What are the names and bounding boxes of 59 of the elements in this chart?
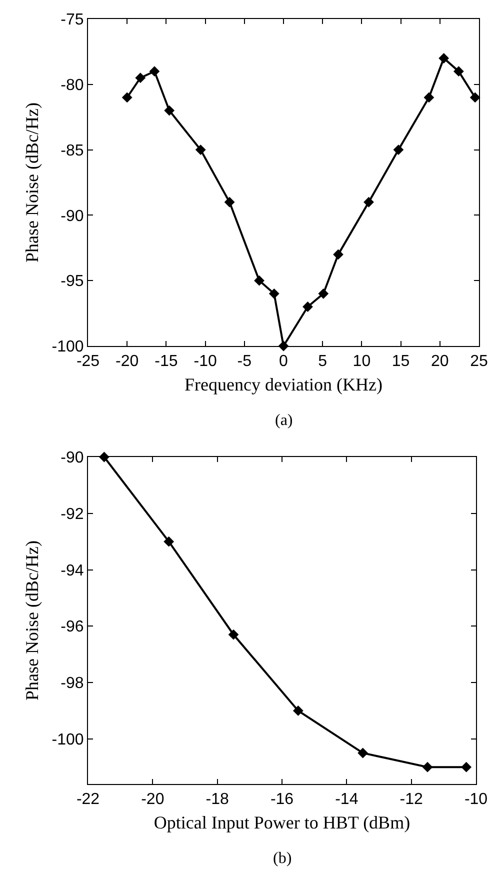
x-tick-label: -15 bbox=[154, 353, 178, 370]
point bbox=[122, 92, 132, 103]
y-axis-title: Phase Noise (dBc/Hz) bbox=[22, 540, 42, 700]
point bbox=[461, 762, 472, 772]
x-tick-label: 10 bbox=[352, 353, 371, 370]
point bbox=[333, 249, 344, 260]
x-tick-label: -5 bbox=[237, 353, 252, 370]
y-tick-label: -80 bbox=[60, 77, 84, 94]
x-tick-label: -10 bbox=[194, 353, 217, 370]
x-tick-label: -20 bbox=[141, 791, 164, 808]
x-tick-label: -22 bbox=[76, 791, 100, 808]
y-tick-label: -98 bbox=[60, 675, 84, 692]
point bbox=[254, 275, 264, 286]
x-tick-label: -12 bbox=[400, 791, 423, 808]
y-tick-label: -75 bbox=[60, 12, 84, 29]
x-axis-title: Optical Input Power to HBT (dBm) bbox=[154, 812, 410, 832]
y-tick-label: -96 bbox=[60, 618, 84, 636]
point bbox=[318, 288, 329, 299]
point bbox=[164, 536, 174, 547]
point bbox=[470, 92, 480, 103]
point bbox=[292, 706, 304, 716]
point bbox=[268, 288, 280, 299]
y-tick-label: -90 bbox=[60, 450, 84, 467]
point bbox=[453, 66, 464, 77]
x-tick-label: 15 bbox=[392, 353, 410, 370]
point bbox=[424, 92, 434, 103]
x-tick-label: -18 bbox=[206, 791, 229, 808]
point bbox=[422, 762, 433, 772]
point bbox=[135, 72, 146, 84]
text: (b) bbox=[273, 850, 292, 867]
y-axis-title: Phase Noise (dBc/Hz) bbox=[22, 102, 42, 262]
point bbox=[228, 629, 239, 640]
point bbox=[149, 66, 160, 77]
text: (a) bbox=[275, 412, 293, 429]
x-tick-label: 20 bbox=[431, 353, 449, 370]
point bbox=[302, 302, 313, 312]
x-tick-label: 5 bbox=[318, 353, 328, 370]
point bbox=[438, 53, 450, 64]
x-tick-label: -14 bbox=[335, 791, 358, 808]
point bbox=[195, 144, 206, 155]
point bbox=[393, 144, 404, 155]
point bbox=[364, 196, 374, 208]
x-tick-label: -25 bbox=[76, 353, 100, 370]
y-tick-label: -100 bbox=[52, 732, 84, 748]
x-tick-label: -20 bbox=[116, 353, 139, 370]
point bbox=[358, 748, 368, 758]
y-tick-label: -92 bbox=[60, 506, 84, 523]
point bbox=[164, 105, 175, 116]
x-tick-label: -10 bbox=[464, 791, 488, 808]
y-tick-label: -95 bbox=[60, 273, 84, 290]
x-tick-label: 25 bbox=[470, 353, 488, 370]
y-tick-label: -85 bbox=[60, 142, 84, 160]
y-tick-label: -94 bbox=[60, 562, 84, 580]
y-tick-label: -90 bbox=[60, 208, 84, 225]
x-tick-label: -16 bbox=[270, 791, 294, 808]
x-axis-title: Frequency deviation (KHz) bbox=[184, 374, 382, 394]
point bbox=[224, 196, 235, 208]
y-tick-label: -100 bbox=[52, 338, 84, 356]
x-tick-label: 0 bbox=[279, 353, 288, 370]
